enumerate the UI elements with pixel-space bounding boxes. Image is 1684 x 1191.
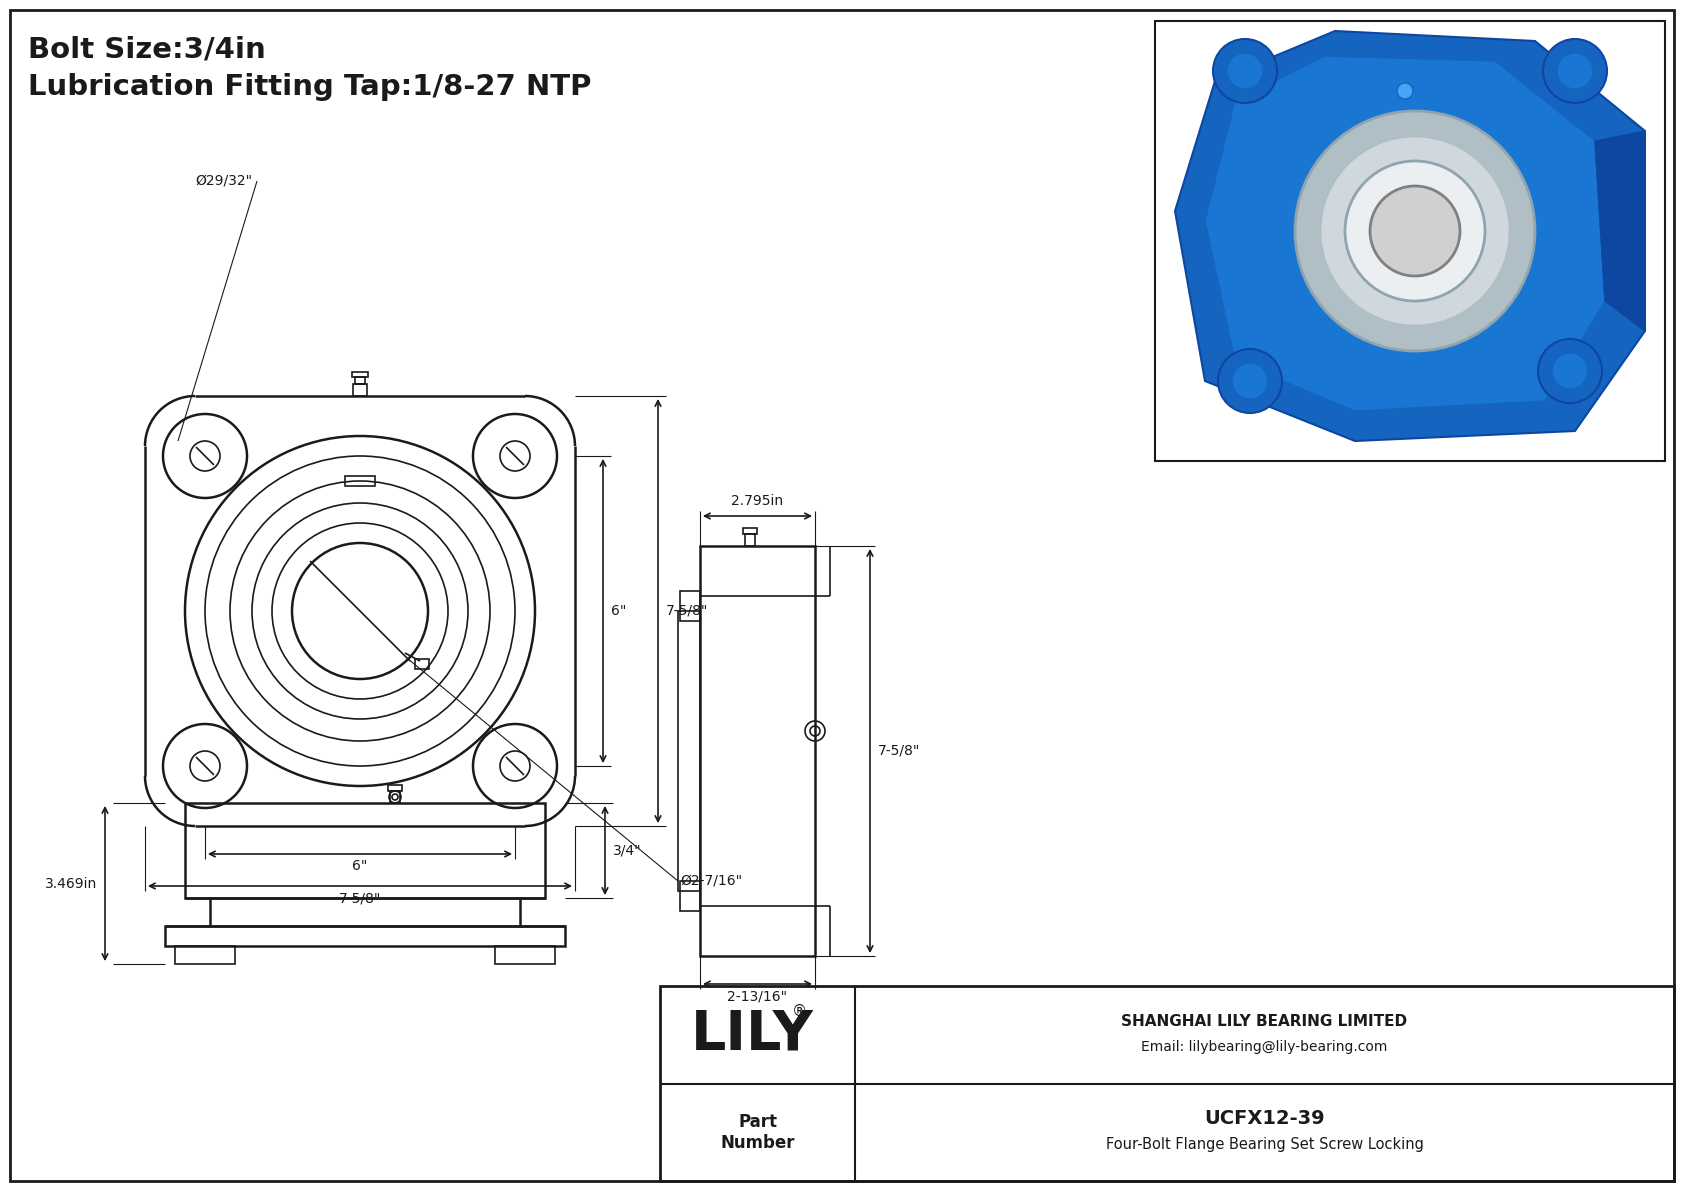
Text: Part
Number: Part Number — [721, 1114, 795, 1152]
Bar — [354, 384, 367, 395]
Text: 6": 6" — [352, 859, 367, 873]
Circle shape — [1537, 339, 1601, 403]
Text: 7-5/8": 7-5/8" — [665, 604, 709, 618]
Circle shape — [1543, 39, 1607, 102]
Text: Ø2-7/16": Ø2-7/16" — [680, 874, 743, 888]
Circle shape — [1233, 363, 1268, 399]
Bar — [387, 785, 402, 791]
Text: 2-13/16": 2-13/16" — [727, 989, 788, 1003]
Circle shape — [1558, 54, 1593, 89]
Circle shape — [1371, 186, 1460, 276]
Bar — [660, 986, 1674, 1181]
Text: UCFX12-39: UCFX12-39 — [1204, 1109, 1325, 1128]
Text: 2.795in: 2.795in — [731, 494, 783, 509]
Text: LILY: LILY — [690, 1008, 813, 1062]
Polygon shape — [1595, 131, 1645, 331]
Circle shape — [1212, 39, 1276, 102]
Text: SHANGHAI LILY BEARING LIMITED: SHANGHAI LILY BEARING LIMITED — [1122, 1014, 1408, 1029]
Bar — [345, 476, 376, 486]
Bar — [185, 803, 546, 898]
Text: Email: lilybearing@lily-bearing.com: Email: lilybearing@lily-bearing.com — [1142, 1040, 1388, 1054]
Bar — [165, 925, 566, 946]
Circle shape — [1228, 54, 1263, 89]
Polygon shape — [1206, 56, 1605, 411]
Bar — [1155, 21, 1665, 461]
Text: Bolt Size:3/4in: Bolt Size:3/4in — [29, 36, 266, 64]
Text: 3/4": 3/4" — [613, 843, 642, 858]
Bar — [175, 946, 236, 964]
Polygon shape — [1175, 31, 1645, 441]
Bar — [391, 791, 401, 803]
Bar — [355, 378, 365, 384]
Text: Four-Bolt Flange Bearing Set Screw Locking: Four-Bolt Flange Bearing Set Screw Locki… — [1106, 1137, 1423, 1152]
Circle shape — [1398, 83, 1413, 99]
Bar — [352, 372, 369, 378]
Circle shape — [1346, 161, 1485, 301]
Text: Ø29/32": Ø29/32" — [195, 174, 253, 188]
Circle shape — [1218, 349, 1282, 413]
Bar — [743, 528, 758, 534]
Text: Lubrication Fitting Tap:1/8-27 NTP: Lubrication Fitting Tap:1/8-27 NTP — [29, 73, 591, 101]
Text: 7-5/8": 7-5/8" — [877, 744, 921, 757]
Circle shape — [1553, 353, 1588, 389]
Bar — [680, 881, 701, 911]
Bar — [680, 591, 701, 621]
Bar — [495, 946, 556, 964]
Bar — [210, 898, 520, 925]
Circle shape — [1295, 111, 1536, 351]
Text: ®: ® — [791, 1004, 807, 1018]
Bar — [701, 545, 815, 956]
Bar — [744, 534, 754, 545]
Text: 7-5/8": 7-5/8" — [338, 891, 381, 905]
Circle shape — [1320, 136, 1511, 326]
Bar — [679, 611, 701, 891]
Text: 6": 6" — [611, 604, 626, 618]
Text: 3.469in: 3.469in — [45, 877, 98, 891]
